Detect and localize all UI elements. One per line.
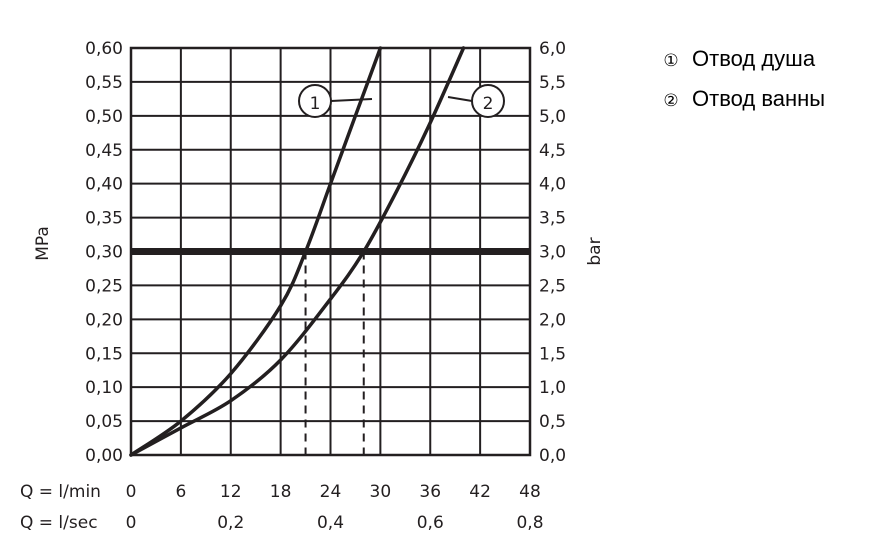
series-1-callout-label: 1 (310, 94, 321, 114)
x-axis-lmin-tick-label: 24 (320, 482, 342, 502)
series-2-line (129, 46, 466, 457)
left-axis-tick-label: 0,55 (85, 73, 123, 93)
left-axis-tick-label: 0,50 (85, 107, 123, 127)
x-axis-lmin-tick-label: 18 (270, 482, 292, 502)
legend-label-1: Отвод душа (692, 46, 816, 71)
left-axis-tick-label: 0,25 (85, 276, 123, 296)
right-axis-tick-label: 4,5 (539, 141, 566, 161)
left-axis-tick-label: 0,15 (85, 344, 123, 364)
legend-marker-2: ② (663, 91, 679, 110)
left-axis-tick-label: 0,20 (85, 310, 123, 330)
x-axis-lmin-tick-label: 48 (519, 482, 541, 502)
legend-item-2: ② Отвод ванны (660, 83, 825, 123)
right-axis-title: bar (585, 237, 605, 265)
right-axis-tick-label: 5,0 (539, 107, 566, 127)
legend: ① Отвод душа ② Отвод ванны (660, 43, 825, 123)
right-axis-tick-label: 6,0 (539, 39, 566, 59)
legend-label-2: Отвод ванны (692, 86, 826, 111)
right-axis-tick-label: 3,0 (539, 243, 566, 263)
left-axis-tick-label: 0,35 (85, 209, 123, 229)
right-axis-tick-label: 2,5 (539, 276, 566, 296)
left-axis-tick-label: 0,10 (85, 378, 123, 398)
series-2-callout-circle (471, 84, 505, 118)
x-axis-lsec-tick-label: 0,4 (317, 513, 344, 533)
x-axis-lmin-tick-label: 6 (175, 482, 186, 502)
left-axis-tick-label: 0,00 (85, 446, 123, 466)
x-axis-lsec-tick-label: 0,8 (516, 513, 543, 533)
right-axis-tick-label: 0,0 (539, 446, 566, 466)
series-2-callout-leader (447, 96, 473, 102)
right-axis-tick-label: 2,0 (539, 310, 566, 330)
x-axis-lsec-prefix: Q = l/sec (20, 513, 98, 533)
left-axis-tick-label: 0,05 (85, 412, 123, 432)
x-axis-lmin-prefix: Q = l/min (20, 482, 101, 502)
series-2-callout-label: 2 (483, 94, 494, 114)
x-axis-lmin-tick-label: 36 (419, 482, 441, 502)
right-axis-tick-label: 5,5 (539, 73, 566, 93)
right-axis-tick-label: 3,5 (539, 209, 566, 229)
legend-item-1: ① Отвод душа (660, 43, 825, 83)
right-axis-tick-label: 0,5 (539, 412, 566, 432)
x-axis-lsec-tick-label: 0,2 (217, 513, 244, 533)
x-axis-lmin-tick-label: 0 (126, 482, 137, 502)
series-1-callout-circle (298, 84, 332, 118)
x-axis-lmin-tick-label: 12 (220, 482, 242, 502)
left-axis-tick-label: 0,30 (85, 243, 123, 263)
x-axis-lsec-tick-label: 0,6 (417, 513, 444, 533)
x-axis-lsec-tick-label: 0 (126, 513, 137, 533)
right-axis-tick-label: 4,0 (539, 175, 566, 195)
left-axis-tick-label: 0,60 (85, 39, 123, 59)
left-axis-tick-label: 0,45 (85, 141, 123, 161)
series-1-line (129, 46, 383, 457)
series-1-callout-leader (330, 98, 373, 102)
right-axis-tick-label: 1,5 (539, 344, 566, 364)
right-axis-tick-label: 1,0 (539, 378, 566, 398)
x-axis-lmin-tick-label: 30 (370, 482, 392, 502)
legend-marker-1: ① (663, 51, 679, 70)
x-axis-lmin-tick-label: 42 (469, 482, 491, 502)
left-axis-title: MPa (33, 226, 53, 261)
left-axis-tick-label: 0,40 (85, 175, 123, 195)
